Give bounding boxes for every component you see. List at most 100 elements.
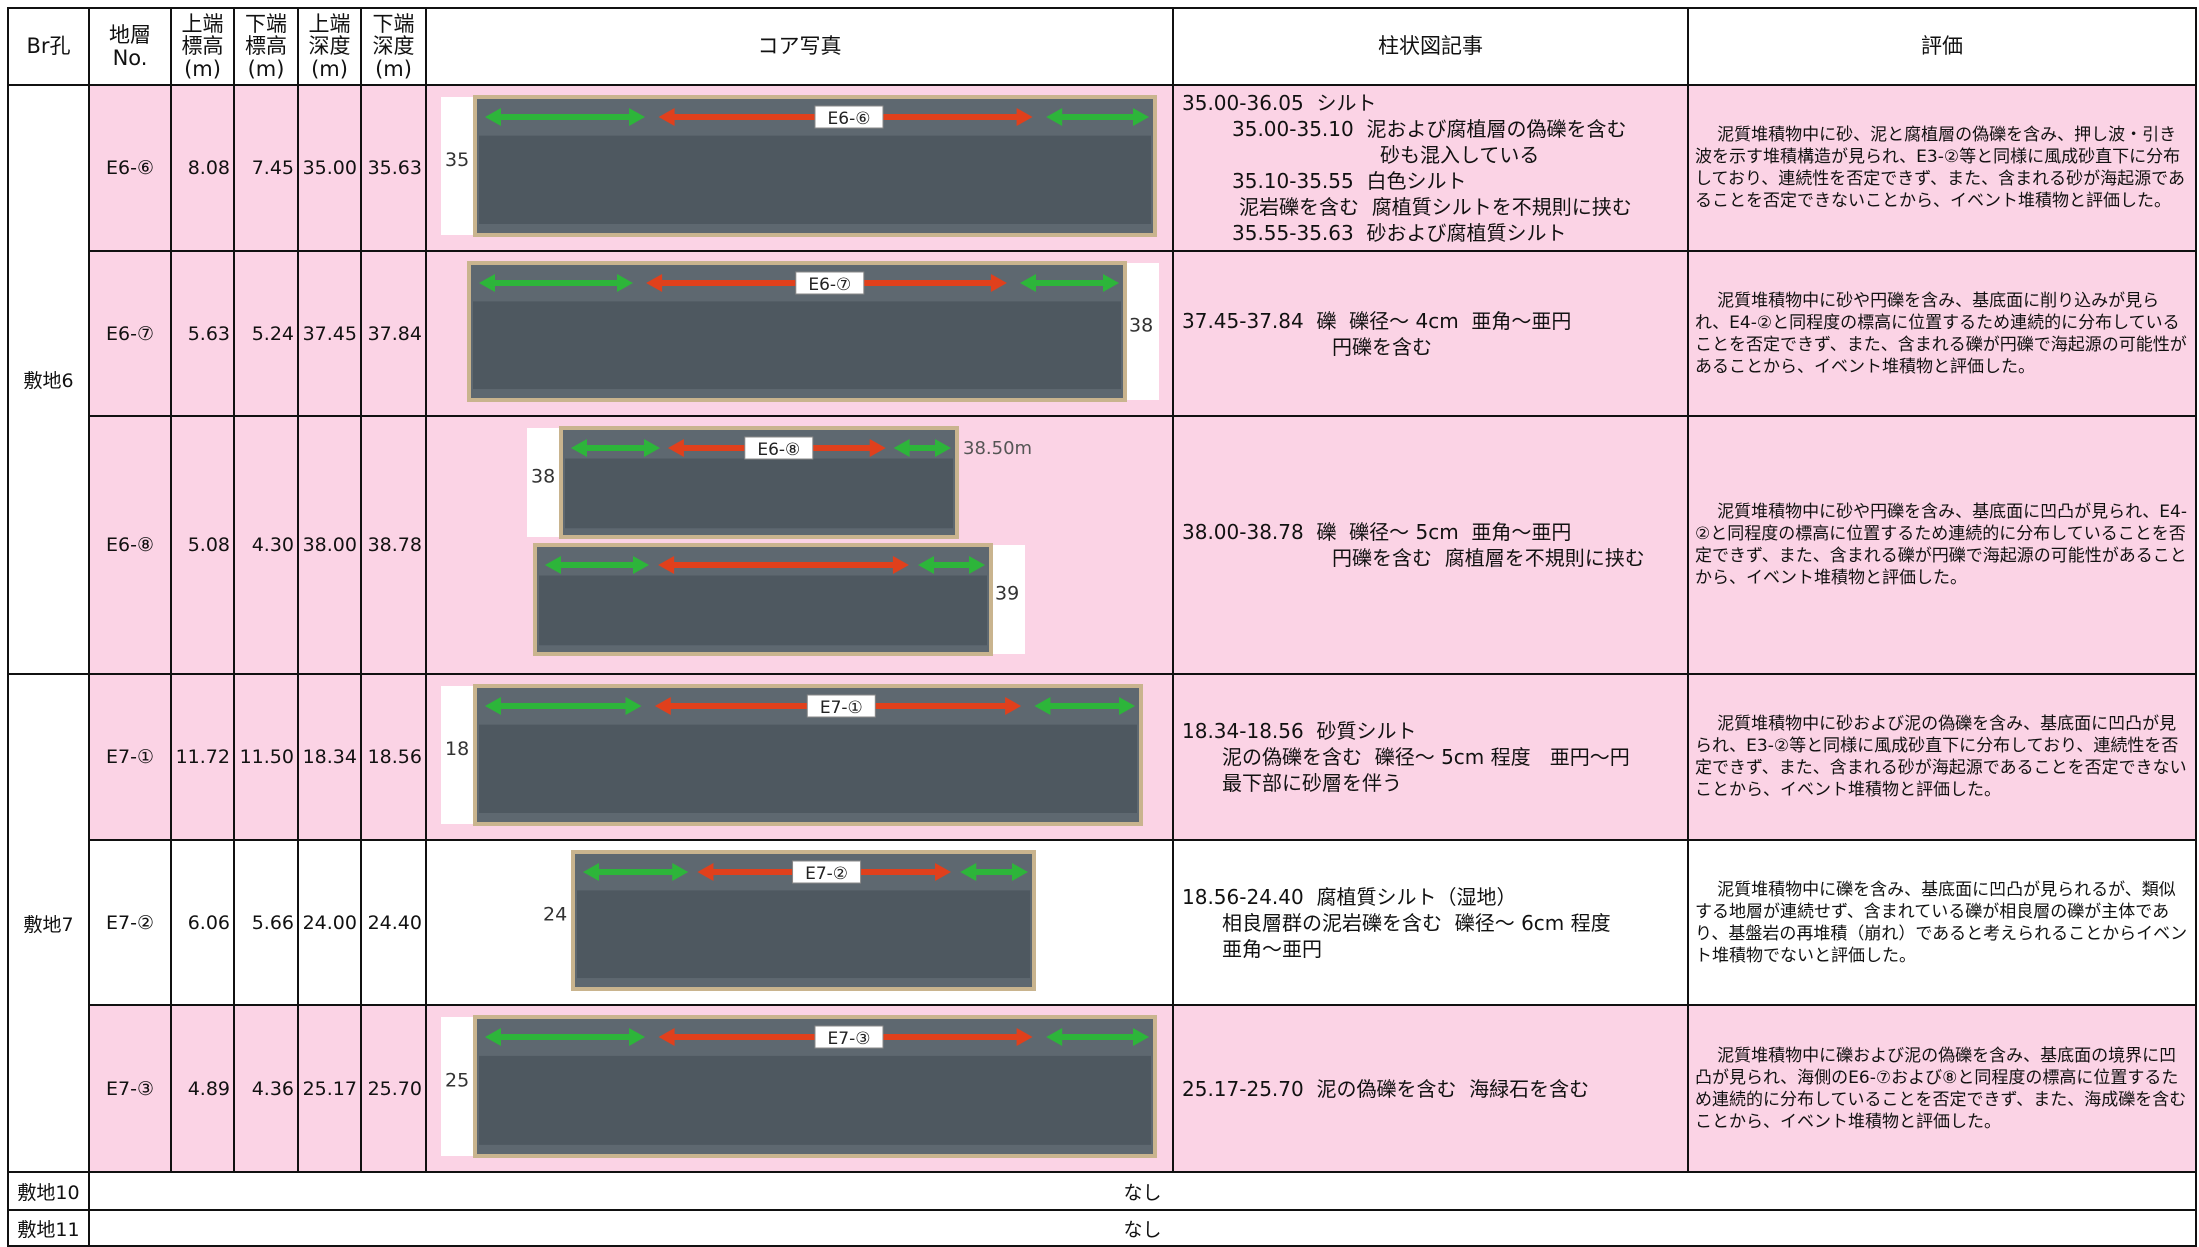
log-line: 35.10-35.55 白色シルト [1232,169,1467,193]
layer-row: 敷地6 E6-⑥ 8.08 7.45 35.00 35.63 E6-⑥ 35 35.00-36.… [7,84,2197,675]
site-cell: 敷地7 [7,673,90,1173]
core-tray [473,301,1121,390]
log-line: 泥の偽礫を含む 礫径～ 5cm 程度 亜円～円 [1222,745,1630,769]
header-cell: 地層 No. [88,7,172,86]
log-line: 18.34-18.56 砂質シルト [1182,719,1417,743]
value-cell: 4.89 [170,1004,235,1173]
header-cell: 評価 [1687,7,2197,86]
log-line: 35.55-35.63 砂および腐植質シルト [1232,221,1567,245]
label-bg [792,860,862,884]
arrow-head [485,1028,501,1046]
arrow-head [1020,274,1037,292]
evaluation: 泥質堆積物中に砂や円礫を含み、基底面に削り込みが見られ、E4-②と同程度の標高に… [1687,250,2197,417]
arrow-head [667,439,684,457]
log-cell: 38.00-38.78 礫 礫径～ 5cm 亜角～亜円 円礫を含む 腐植層を不規則… [1172,415,1689,675]
arrow-head [1046,1028,1063,1046]
label-bg [744,436,814,460]
arrow-head [960,863,977,881]
arrow-head [1103,274,1119,292]
layer-row: 敷地7 E7-① 11.72 11.50 18.34 18.56 E7-① 18 18.34-1… [7,673,2197,1173]
arrow-head [935,439,951,457]
arrow-head [654,697,671,715]
note: なし [88,1209,2197,1247]
arrow-head [697,863,714,881]
value-cell: 35.63 [360,84,427,252]
value-cell: 18.34 [297,673,362,841]
value-cell: 25.17 [297,1004,362,1173]
core-tray [479,135,1151,224]
core-photo: E6-⑧ 38 38.50m 39 [527,426,1032,656]
arrow-head [1005,697,1022,715]
photo-label: E7-① [820,698,863,718]
site-cell: 敷地10 [7,1171,90,1211]
layer-no: E6-⑧ [88,415,172,675]
depth-mark: 38 [1129,315,1153,337]
photo-label: E6-⑥ [828,109,871,129]
evaluation: 泥質堆積物中に礫を含み、基底面に凹凸が見られるが、類似する地層が連続せず、含まれ… [1687,839,2197,1006]
arrow-head [1119,697,1135,715]
arrow-head [672,863,689,881]
layer-row: E7-② 6.06 5.66 24.00 24.40 E7-② 24 18.56-24.40 … [8,839,2197,1006]
value-cell: 38.78 [360,415,427,675]
evaluation: 泥質堆積物中に砂および泥の偽礫を含み、基底面に凹凸が見られ、E3-②等と同様に風… [1687,673,2197,841]
value-cell: 11.72 [170,673,235,841]
arrow-head [1133,108,1149,126]
label-bg [806,694,876,718]
site-cell: 敷地11 [7,1209,90,1247]
depth-mark: 25 [445,1070,469,1092]
log-line: 泥岩礫を含む 腐植質シルトを不規則に挟む [1239,195,1632,219]
site-row: 敷地10 なし [7,1171,2197,1211]
photo-cell: E7-② 24 [425,839,1174,1006]
core-tray [577,890,1030,979]
core-table: Br孔 地層 No. 上端 標高 (m) 下端 標高 (m) 上端 深度 (m) 下端 深… [7,7,2197,1247]
evaluation: 泥質堆積物中に砂、泥と腐植層の偽礫を含み、押し波・引き波を示す堆積構造が見られ、… [1687,84,2197,252]
header-cell: 柱状図記事 [1172,7,1689,86]
core-tray [479,1055,1151,1145]
value-cell: 6.06 [170,839,235,1006]
log-line: 円礫を含む [1332,334,1432,359]
value-cell: 5.24 [233,250,299,417]
photo-cell: E7-③ 25 [425,1004,1174,1173]
arrow-head [571,439,587,457]
log-line: 38.00-38.78 礫 礫径～ 5cm 亜角～亜円 [1182,520,1572,544]
depth-mark: 24 [543,904,567,926]
log-line: 25.17-25.70 泥の偽礫を含む 海緑石を含む [1182,1076,1590,1101]
layer-no: E6-⑦ [88,250,172,417]
header-cell: 下端 標高 (m) [233,7,299,86]
log-line: 35.00-35.10 泥および腐植層の偽礫を含む [1232,117,1627,141]
core-photo: E7-② 24 [539,850,1036,991]
header-cell: 下端 深度 (m) [360,7,427,86]
layer-row: E6-⑦ 5.63 5.24 37.45 37.84 E6-⑦ 38 37.45-37.84 … [8,250,2197,417]
layer-no: E7-② [88,839,172,1006]
log-cell: 37.45-37.84 礫 礫径～ 4cm 亜角～亜円 円礫を含む [1172,250,1689,417]
log-line: 円礫を含む 腐植層を不規則に挟む [1332,546,1645,570]
arrow-head [617,274,633,292]
label-bg [795,271,865,295]
photo-label: E7-② [805,864,848,884]
evaluation: 泥質堆積物中に礫および泥の偽礫を含み、基底面の境界に凹凸が見られ、海側のE6-⑦… [1687,1004,2197,1173]
value-cell: 5.08 [170,415,235,675]
photo-label: E7-③ [828,1029,871,1049]
photo-cell: E6-⑧ 38 38.50m 39 [425,415,1174,675]
value-cell: 38.00 [297,415,362,675]
log-line: 37.45-37.84 礫 礫径～ 4cm 亜角～亜円 [1182,308,1572,333]
arrow-head [935,863,952,881]
evaluation: 泥質堆積物中に砂や円礫を含み、基底面に凹凸が見られ、E4-②と同程度の標高に位置… [1687,415,2197,675]
arrow-head [892,556,909,574]
log-cell: 18.34-18.56 砂質シルト 泥の偽礫を含む 礫径～ 5cm 程度 亜円～円… [1172,673,1689,841]
value-cell: 37.45 [297,250,362,417]
photo-cell: E7-① 18 [425,673,1174,841]
log-cell: 35.00-36.05 シルト 35.00-35.10 泥および腐植層の偽礫を含む… [1172,84,1689,252]
arrow-head [969,556,985,574]
core-tray [479,724,1137,813]
value-cell: 24.40 [360,839,427,1006]
header-cell: Br孔 [7,7,90,86]
photo-label: E6-⑦ [808,275,851,295]
arrow-head [646,274,663,292]
log-cell: 25.17-25.70 泥の偽礫を含む 海緑石を含む [1172,1004,1689,1173]
arrow-head [545,556,561,574]
site-row: 敷地11 なし [7,1209,2197,1247]
core-photo: E7-① 18 [441,684,1143,826]
depth-mark: 35 [445,149,469,171]
arrow-head [658,556,675,574]
